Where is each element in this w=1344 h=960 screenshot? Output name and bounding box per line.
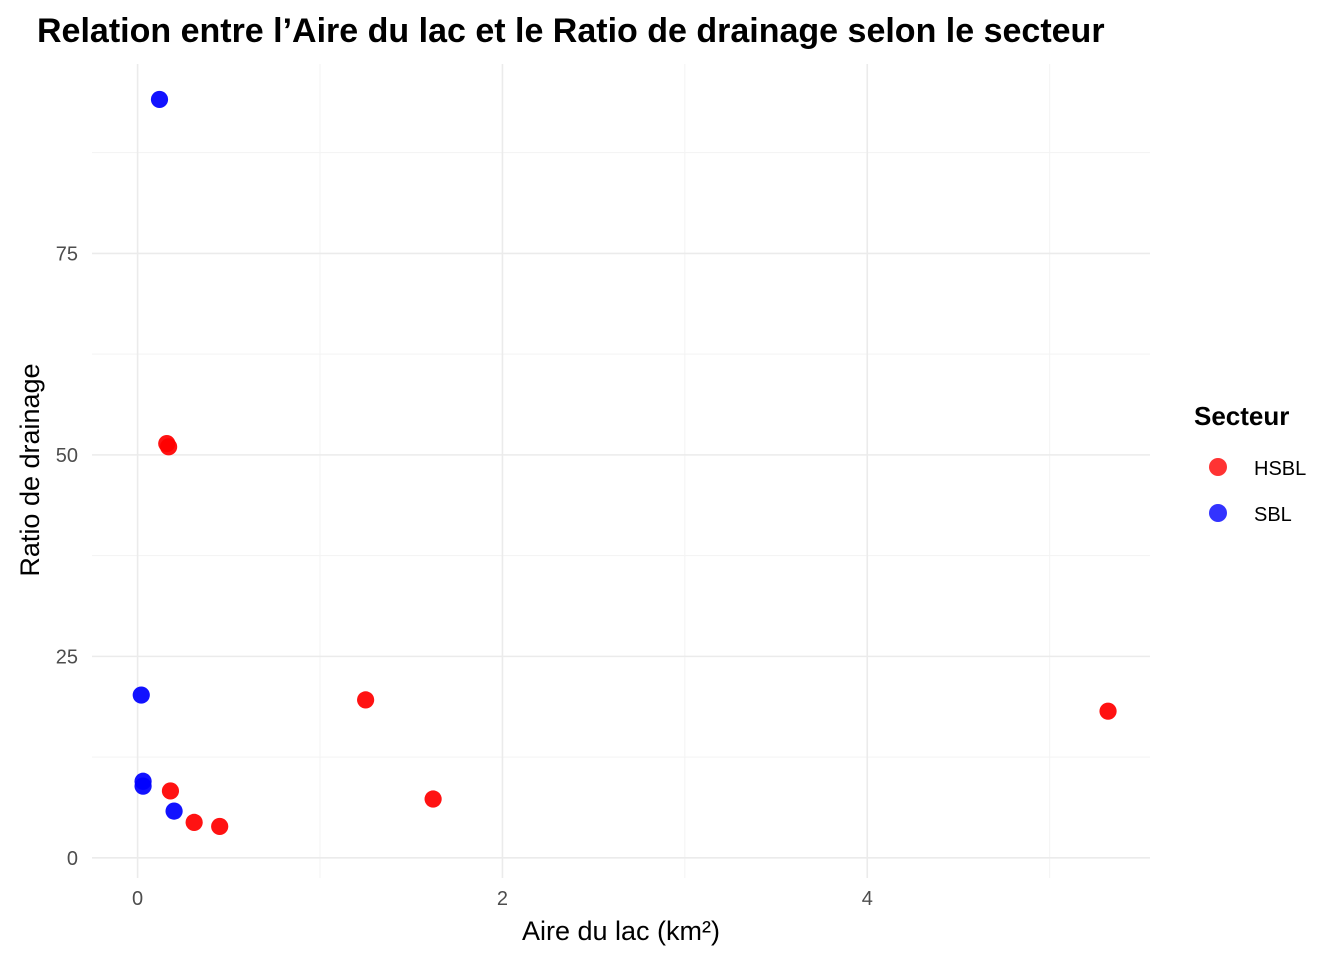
data-point-hsbl: [211, 817, 229, 836]
x-tick-label: 4: [862, 888, 873, 910]
major-gridlines: [92, 64, 1150, 878]
x-tick-label: 2: [497, 888, 508, 910]
data-point-sbl: [132, 686, 150, 704]
legend-key-hsbl: [1209, 458, 1227, 476]
minor-gridlines: [92, 64, 1150, 878]
data-point-sbl: [150, 90, 169, 109]
y-tick-label: 50: [56, 445, 78, 467]
legend-key-sbl: [1209, 504, 1227, 522]
chart-title: Relation entre l’Aire du lac et le Ratio…: [37, 12, 1105, 50]
y-axis-title: Ratio de drainage: [15, 363, 45, 576]
data-point-sbl: [165, 802, 183, 820]
y-tick-label: 0: [67, 848, 78, 870]
y-tick-label: 75: [56, 243, 78, 265]
legend-title: Secteur: [1194, 401, 1289, 431]
data-points: [132, 90, 1117, 836]
data-point-hsbl: [161, 782, 180, 800]
data-point-hsbl: [424, 790, 442, 808]
legend-label-hsbl: HSBL: [1254, 458, 1306, 480]
legend: Secteur HSBL SBL: [1194, 401, 1306, 526]
legend-label-sbl: SBL: [1254, 504, 1292, 526]
data-point-hsbl: [357, 691, 375, 709]
data-point-hsbl: [185, 813, 203, 831]
data-point-sbl: [134, 777, 152, 795]
x-axis-title: Aire du lac (km²): [522, 916, 720, 946]
tick-labels: 0 2 4 0 25 50 75: [56, 243, 873, 910]
y-tick-label: 25: [56, 646, 78, 668]
x-tick-label: 0: [132, 888, 143, 910]
data-point-hsbl: [160, 438, 178, 456]
data-point-hsbl: [1099, 702, 1117, 720]
